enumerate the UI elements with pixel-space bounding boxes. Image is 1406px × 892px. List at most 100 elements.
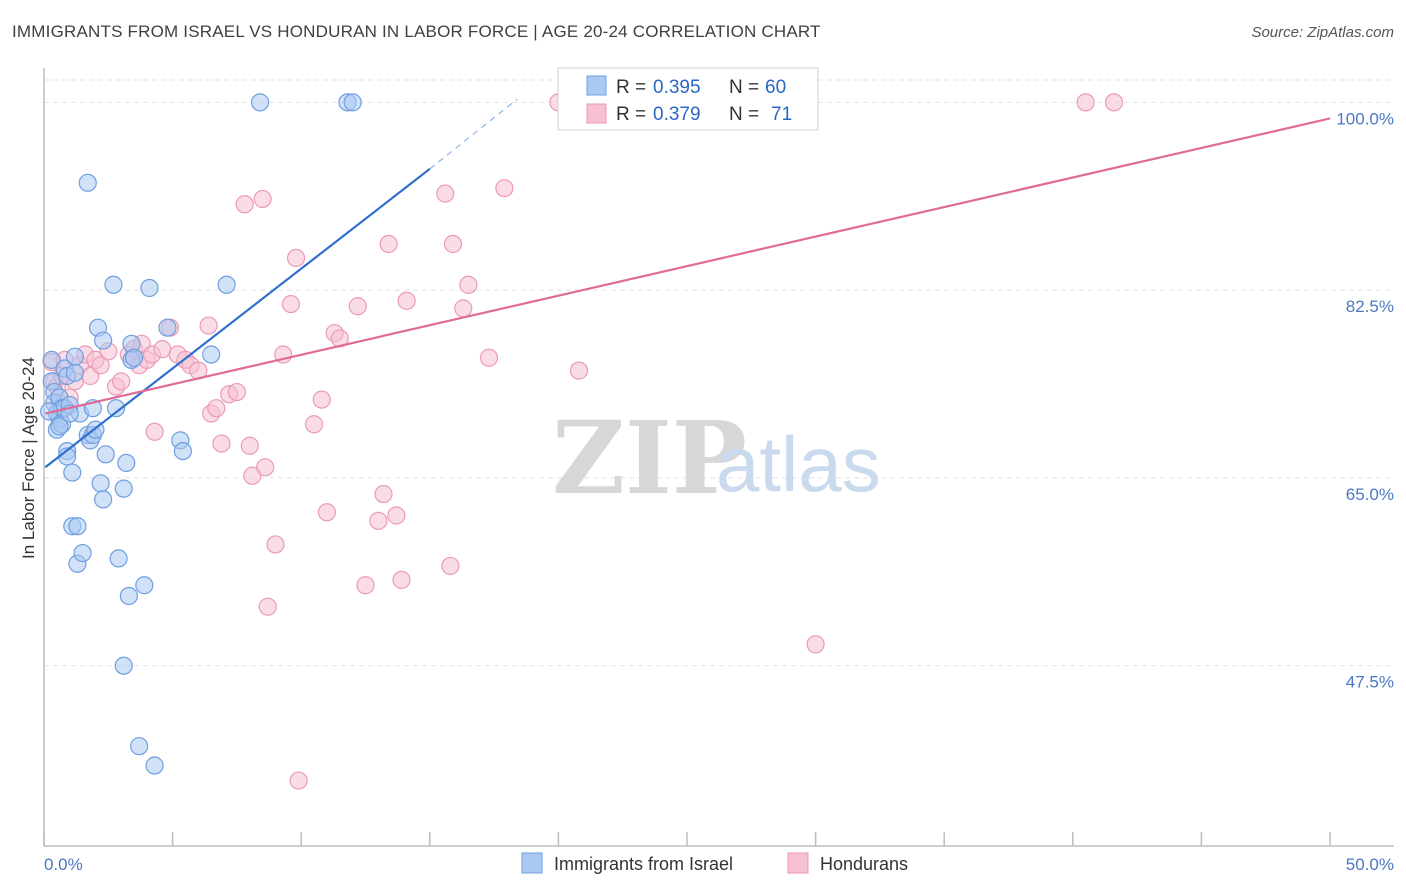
honduran-point-61 [443, 234, 463, 254]
legend-bottom-swatch-honduran [787, 852, 809, 874]
honduran-point-45 [289, 771, 308, 790]
honduran-point-64 [479, 348, 499, 367]
honduran-point-63 [459, 275, 478, 294]
honduran-point-29 [199, 316, 218, 335]
honduran-point-12 [91, 356, 110, 375]
y-tick-label-3: 100.0% [1336, 109, 1394, 128]
israel-point-41 [119, 586, 138, 606]
israel-point-19 [65, 347, 84, 366]
israel-point-45 [130, 737, 149, 756]
israel-point-21 [68, 517, 87, 536]
honduran-point-57 [392, 570, 411, 589]
israel-point-51 [173, 441, 192, 461]
israel-point-35 [104, 275, 123, 294]
honduran-point-44 [286, 248, 306, 268]
trendline-honduran [45, 117, 1331, 415]
gridlines [44, 79, 1394, 667]
israel-point-44 [124, 348, 144, 367]
y-tick-label-1: 65.0% [1346, 485, 1394, 504]
legend-r-value-honduran: 0.379 [653, 104, 701, 125]
trendline-israel-extension [429, 98, 518, 170]
honduran-point-46 [304, 415, 324, 434]
honduran-point-53 [369, 511, 388, 530]
israel-point-54 [250, 93, 270, 112]
legend-bottom-label-honduran: Hondurans [820, 854, 908, 874]
trendlines [44, 98, 1331, 469]
honduran-point-32 [212, 434, 231, 453]
honduran-point-62 [454, 299, 473, 318]
israel-point-49 [158, 318, 177, 337]
axes [43, 68, 1394, 847]
honduran-point-35 [235, 195, 254, 214]
honduran-point-48 [317, 503, 337, 522]
israel-point-58 [50, 417, 69, 436]
y-tick-label-2: 82.5% [1346, 297, 1394, 316]
israel-point-53 [217, 275, 236, 294]
honduran-point-31 [207, 399, 226, 418]
watermark-zip: ZIP [552, 399, 747, 517]
israel-point-40 [117, 453, 136, 473]
legend-n-value-honduran: 71 [771, 104, 792, 125]
trendline-israel [44, 168, 431, 469]
legend-n-label-honduran: N = [729, 104, 759, 125]
legend-bottom-swatch-israel [521, 852, 543, 874]
legend-bottom: Immigrants from Israel Hondurans [521, 852, 908, 874]
honduran-point-37 [243, 466, 262, 485]
y-tick-labels: 47.5% 65.0% 82.5% 100.0% [1336, 109, 1394, 691]
legend-top: R = 0.395 N = 60 R = 0.379 N = 71 [557, 67, 819, 131]
source-credit: Source: ZipAtlas.com [1251, 24, 1394, 41]
honduran-point-55 [379, 234, 398, 254]
chart-title: IMMIGRANTS FROM ISRAEL VS HONDURAN IN LA… [12, 22, 821, 41]
x-tick-label-max: 50.0% [1346, 855, 1394, 874]
israel-point-23 [73, 543, 92, 563]
israel-point-56 [343, 93, 362, 112]
legend-r-label-honduran: R = [616, 104, 646, 125]
honduran-point-40 [258, 597, 277, 616]
israel-point-47 [140, 278, 159, 298]
legend-r-label-israel: R = [616, 77, 646, 98]
israel-point-39 [114, 656, 133, 675]
honduran-point-60 [441, 556, 460, 576]
honduran-point-68 [806, 635, 825, 654]
honduran-point-38 [253, 189, 272, 209]
honduran-point-56 [387, 506, 406, 525]
honduran-point-41 [266, 535, 285, 554]
honduran-point-70 [1104, 93, 1124, 112]
honduran-point-47 [312, 390, 331, 409]
honduran-point-67 [569, 361, 589, 380]
honduran-point-22 [145, 422, 164, 441]
israel-point-36 [106, 399, 126, 418]
israel-point-46 [135, 576, 154, 595]
honduran-point-43 [281, 294, 301, 314]
legend-n-value-israel: 60 [765, 77, 786, 98]
israel-point-16 [63, 463, 82, 482]
watermark-atlas: atlas [716, 420, 881, 508]
legend-swatch-israel [586, 75, 607, 96]
israel-point-18 [65, 363, 84, 382]
honduran-point-58 [397, 291, 416, 310]
israel-point-25 [78, 173, 97, 192]
legend-bottom-label-israel: Immigrants from Israel [554, 854, 733, 874]
honduran-point-52 [356, 576, 375, 595]
honduran-point-69 [1076, 93, 1095, 112]
x-tick-label-min: 0.0% [44, 855, 83, 874]
honduran-point-59 [436, 184, 455, 203]
honduran-point-65 [495, 179, 514, 198]
israel-point-38 [114, 479, 133, 498]
honduran-point-15 [112, 372, 131, 391]
honduran-point-39 [256, 458, 275, 477]
y-tick-label-0: 47.5% [1346, 673, 1394, 692]
series-israel-points [40, 93, 362, 775]
israel-point-52 [202, 345, 221, 364]
honduran-point-54 [374, 484, 393, 504]
israel-point-0 [42, 350, 61, 369]
honduran-point-51 [348, 297, 367, 316]
israel-point-31 [91, 474, 110, 493]
honduran-point-34 [227, 382, 246, 402]
legend-n-label-israel: N = [729, 77, 759, 98]
y-axis-title: In Labor Force | Age 20-24 [19, 357, 38, 559]
legend-swatch-honduran [586, 103, 607, 124]
legend-r-value-israel: 0.395 [653, 77, 701, 98]
honduran-point-23 [153, 340, 172, 359]
israel-point-32 [94, 490, 113, 509]
